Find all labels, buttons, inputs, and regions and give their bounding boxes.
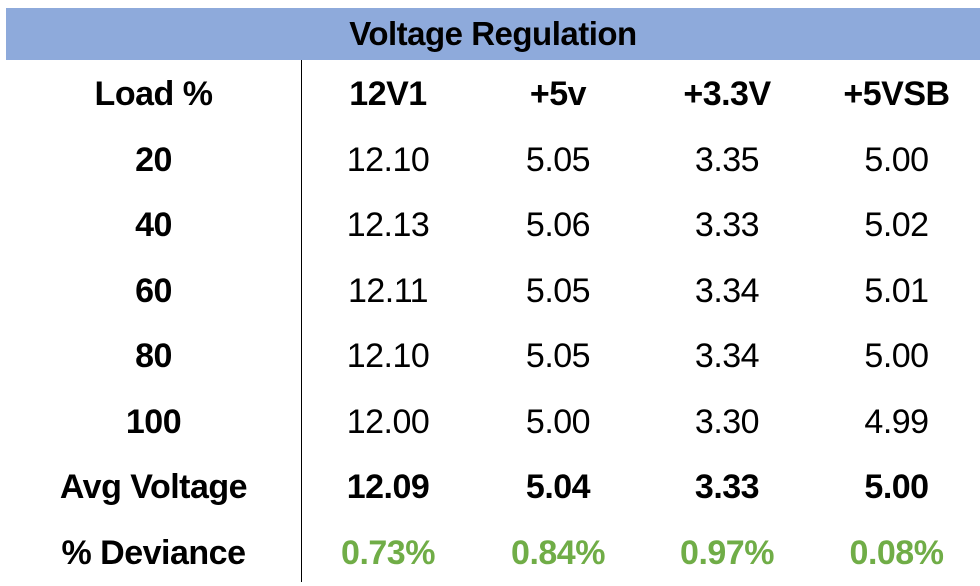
load-80-cell-12v1: 12.10	[301, 324, 475, 390]
load-40-row-label: 40	[6, 193, 301, 259]
load-40-cell-3-3v: 3.33	[641, 193, 813, 259]
load-20-cell-3-3v: 3.35	[641, 128, 813, 194]
load-100-cell-3-3v: 3.30	[641, 390, 813, 456]
load-60-row-label: 60	[6, 259, 301, 325]
load-20-cell-5vsb: 5.00	[813, 128, 980, 194]
load-80-cell-5vsb: 5.00	[813, 324, 980, 390]
load-60-cell-3-3v: 3.34	[641, 259, 813, 325]
load-60-cell-5vsb: 5.01	[813, 259, 980, 325]
header-12v1: 12V1	[301, 62, 475, 128]
load-40-cell-12v1: 12.13	[301, 193, 475, 259]
load-80-cell-3-3v: 3.34	[641, 324, 813, 390]
deviance-row-label: % Deviance	[6, 521, 301, 586]
avg-voltage-row-label: Avg Voltage	[6, 455, 301, 521]
load-80-cell-5v: 5.05	[475, 324, 641, 390]
load-100-cell-5v: 5.00	[475, 390, 641, 456]
deviance-cell-5vsb: 0.08%	[813, 521, 980, 586]
load-100-cell-12v1: 12.00	[301, 390, 475, 456]
deviance-cell-12v1: 0.73%	[301, 521, 475, 586]
load-20-cell-12v1: 12.10	[301, 128, 475, 194]
load-20-row-label: 20	[6, 128, 301, 194]
avg-voltage-cell-5v: 5.04	[475, 455, 641, 521]
header-load: Load %	[6, 62, 301, 128]
table-title: Voltage Regulation	[6, 8, 980, 60]
load-60-cell-5v: 5.05	[475, 259, 641, 325]
load-60-cell-12v1: 12.11	[301, 259, 475, 325]
header-3-3v: +3.3V	[641, 62, 813, 128]
load-80-row-label: 80	[6, 324, 301, 390]
header-row: Load % 12V1 +5v +3.3V +5VSB	[6, 62, 980, 128]
avg-voltage-cell-5vsb: 5.00	[813, 455, 980, 521]
load-40-cell-5vsb: 5.02	[813, 193, 980, 259]
deviance-cell-3-3v: 0.97%	[641, 521, 813, 586]
header-5v: +5v	[475, 62, 641, 128]
load-100-cell-5vsb: 4.99	[813, 390, 980, 456]
header-5vsb: +5VSB	[813, 62, 980, 128]
avg-voltage-cell-3-3v: 3.33	[641, 455, 813, 521]
deviance-cell-5v: 0.84%	[475, 521, 641, 586]
load-40-cell-5v: 5.06	[475, 193, 641, 259]
load-100-row-label: 100	[6, 390, 301, 456]
load-20-cell-5v: 5.05	[475, 128, 641, 194]
avg-voltage-cell-12v1: 12.09	[301, 455, 475, 521]
